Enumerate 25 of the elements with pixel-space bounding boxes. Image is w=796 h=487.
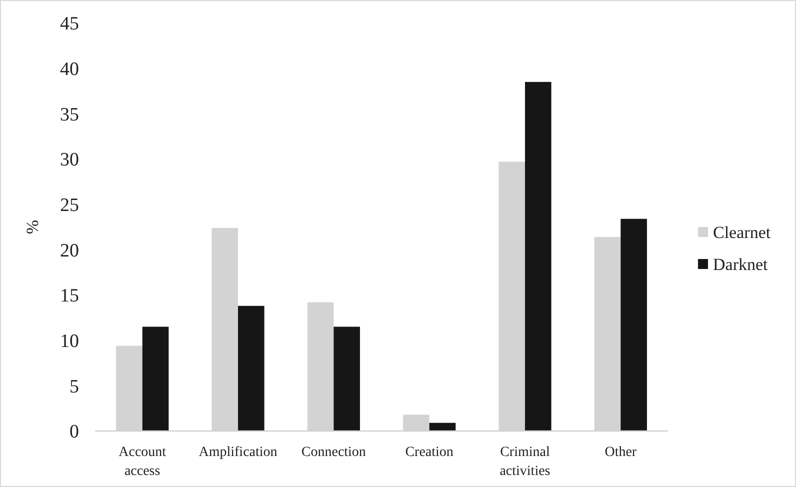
y-tick-label: 5 bbox=[70, 376, 79, 398]
x-tick-label: Account access bbox=[118, 445, 166, 479]
y-tick-label: 0 bbox=[70, 422, 79, 443]
bar bbox=[142, 326, 169, 431]
bar bbox=[620, 218, 647, 431]
legend-label: Clearnet bbox=[713, 222, 771, 242]
bar bbox=[334, 326, 360, 431]
y-tick-label: 25 bbox=[60, 194, 79, 216]
y-tick-label: 45 bbox=[60, 14, 79, 35]
x-tick-label: Connection bbox=[301, 445, 366, 460]
bar bbox=[238, 306, 264, 431]
x-tick-label: Amplification bbox=[198, 445, 278, 460]
x-tick-label: Creation bbox=[405, 445, 454, 460]
y-tick-label: 10 bbox=[60, 330, 79, 352]
x-tick-label: Other bbox=[604, 445, 637, 460]
y-tick-label: 35 bbox=[60, 104, 79, 126]
y-tick-label: 30 bbox=[60, 150, 79, 171]
y-tick-label: 20 bbox=[60, 240, 79, 262]
bar bbox=[524, 82, 552, 431]
legend-label: Darknet bbox=[713, 254, 768, 274]
y-tick-label: 40 bbox=[60, 58, 79, 80]
y-tick-label: 15 bbox=[60, 286, 79, 307]
y-axis-title: % bbox=[23, 220, 42, 234]
x-tick-label: Criminal activities bbox=[500, 445, 550, 479]
bar bbox=[429, 422, 456, 431]
